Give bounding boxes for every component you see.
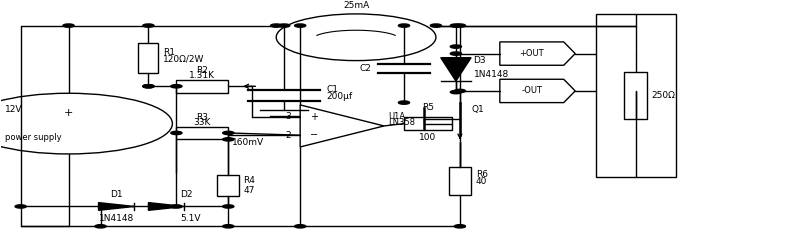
Bar xyxy=(176,127,228,139)
Text: R2: R2 xyxy=(197,66,208,75)
Text: 47: 47 xyxy=(243,186,255,195)
Text: 5.1V: 5.1V xyxy=(180,214,201,223)
Text: 200μf: 200μf xyxy=(326,92,353,101)
Circle shape xyxy=(95,225,106,228)
Circle shape xyxy=(398,101,410,104)
Polygon shape xyxy=(149,203,184,210)
Circle shape xyxy=(454,225,466,228)
Circle shape xyxy=(222,205,234,208)
Text: Q1: Q1 xyxy=(472,105,485,114)
Text: 250Ω: 250Ω xyxy=(651,91,675,100)
Text: 1N4148: 1N4148 xyxy=(474,69,509,79)
Text: 2: 2 xyxy=(285,131,290,140)
Text: D3: D3 xyxy=(474,55,486,65)
Text: +OUT: +OUT xyxy=(519,49,544,58)
Text: U1A: U1A xyxy=(388,112,405,121)
Bar xyxy=(596,14,675,177)
Circle shape xyxy=(63,24,74,27)
Circle shape xyxy=(143,85,154,88)
Circle shape xyxy=(170,131,182,134)
Text: D1: D1 xyxy=(110,190,123,199)
Polygon shape xyxy=(441,58,471,81)
Text: 1.31K: 1.31K xyxy=(190,71,215,80)
Bar xyxy=(138,43,158,74)
Circle shape xyxy=(222,131,234,134)
Circle shape xyxy=(222,225,234,228)
Circle shape xyxy=(270,24,282,27)
Text: 33K: 33K xyxy=(194,118,211,127)
Polygon shape xyxy=(98,203,134,210)
Text: D2: D2 xyxy=(180,190,193,199)
Text: +: + xyxy=(64,108,74,118)
Circle shape xyxy=(454,24,466,27)
Circle shape xyxy=(222,138,234,141)
Circle shape xyxy=(450,52,462,55)
Circle shape xyxy=(170,85,182,88)
Bar xyxy=(176,80,228,93)
Bar xyxy=(625,72,646,119)
Circle shape xyxy=(430,24,442,27)
Text: 120Ω/2W: 120Ω/2W xyxy=(163,55,205,64)
Circle shape xyxy=(450,45,462,48)
Text: +: + xyxy=(310,112,318,122)
Text: R5: R5 xyxy=(422,103,434,112)
Circle shape xyxy=(170,205,182,208)
Text: C1: C1 xyxy=(326,85,338,94)
Text: R6: R6 xyxy=(476,170,488,180)
Text: 3: 3 xyxy=(285,112,290,121)
Text: LN358: LN358 xyxy=(388,118,415,127)
Bar xyxy=(449,167,471,195)
Text: power supply: power supply xyxy=(5,133,62,142)
Text: 1N4148: 1N4148 xyxy=(99,214,134,223)
Text: 40: 40 xyxy=(476,177,487,187)
Text: R3: R3 xyxy=(196,113,208,122)
Text: -OUT: -OUT xyxy=(522,87,542,95)
Circle shape xyxy=(450,90,462,94)
Circle shape xyxy=(294,24,306,27)
Text: −: − xyxy=(310,130,318,140)
Text: 12V: 12V xyxy=(5,105,22,114)
Text: R4: R4 xyxy=(243,176,255,185)
Bar xyxy=(404,117,452,130)
Circle shape xyxy=(15,205,26,208)
Circle shape xyxy=(398,24,410,27)
Text: C2: C2 xyxy=(359,64,371,73)
Text: 160mV: 160mV xyxy=(232,138,265,147)
Circle shape xyxy=(450,24,462,27)
Circle shape xyxy=(278,24,290,27)
Circle shape xyxy=(454,89,466,93)
Text: R1: R1 xyxy=(163,48,175,57)
Bar xyxy=(217,175,239,196)
Text: 100: 100 xyxy=(419,133,437,141)
Text: 25mA: 25mA xyxy=(343,1,370,10)
Circle shape xyxy=(294,225,306,228)
Circle shape xyxy=(143,85,154,88)
Circle shape xyxy=(143,24,154,27)
